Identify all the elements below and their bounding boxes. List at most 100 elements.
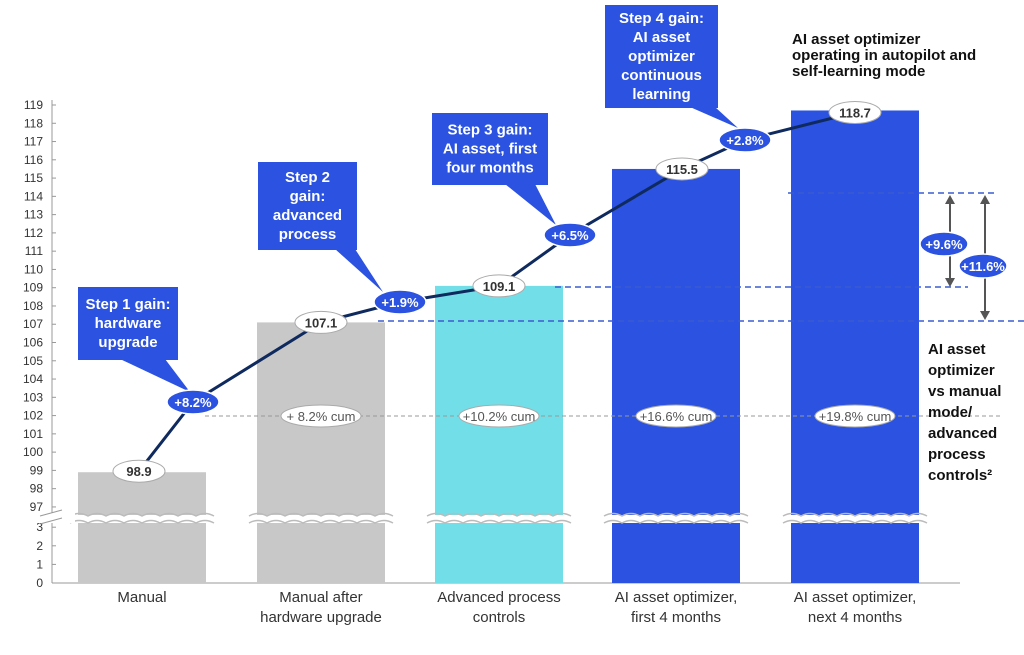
y-tick-label: 99: [30, 463, 44, 477]
cumulative-label: +10.2% cum: [463, 409, 536, 424]
comparison-gain-pill: [958, 253, 1008, 279]
y-tick-label: 108: [23, 299, 43, 313]
callout-text: advanced: [273, 207, 342, 224]
value-label: 109.1: [483, 279, 516, 294]
y-tick-label: 101: [23, 427, 43, 441]
callout-text: Step 4 gain:: [619, 10, 704, 27]
break-zigzag: [603, 519, 749, 524]
callout-text: Step 1 gain:: [85, 296, 170, 313]
callout-text: upgrade: [98, 334, 157, 351]
callout-box: [605, 5, 718, 108]
axis-breaks: [0, 509, 928, 525]
annotation-side: advanced: [928, 425, 997, 442]
y-tick-label: 2: [36, 539, 43, 553]
step-gain-label: +2.8%: [726, 133, 764, 148]
y-tick-label: 97: [30, 500, 44, 514]
callout-box: [432, 113, 548, 185]
annotation-top: operating in autopilot and: [792, 47, 976, 64]
value-label: 115.5: [666, 162, 698, 177]
category-label: Manual: [117, 589, 166, 606]
category-label: AI asset optimizer,: [615, 589, 738, 606]
callout-text: Step 2: [285, 169, 330, 186]
value-label: 107.1: [305, 315, 338, 330]
value-pill: [655, 157, 709, 181]
y-tick-label: 0: [36, 576, 43, 590]
y-tick-label: 100: [23, 445, 43, 459]
arrow-head-down: [980, 311, 990, 320]
break-gap: [783, 515, 927, 523]
annotation-side: process: [928, 446, 986, 463]
callout-text: continuous: [621, 67, 702, 84]
cumulative-label: +19.8% cum: [819, 409, 892, 424]
bar: [435, 285, 563, 583]
step-gain-pill: [718, 127, 772, 153]
category-label: controls: [473, 609, 526, 626]
y-tick-label: 105: [23, 354, 43, 368]
axis-break-gap: [0, 513, 75, 523]
callout-pointer: [505, 184, 556, 225]
break-zigzag: [603, 512, 749, 517]
category-label: AI asset optimizer,: [794, 589, 917, 606]
category-label: Advanced process: [437, 589, 560, 606]
comparison-gain-pill: [919, 231, 969, 257]
y-tick-label: 103: [23, 390, 43, 404]
break-zigzag: [426, 519, 572, 524]
category-label: next 4 months: [808, 609, 902, 626]
y-tick-label: 119: [24, 98, 43, 112]
callout-text: AI asset: [633, 29, 691, 46]
step-gain-pill: [543, 222, 597, 248]
value-label: 118.7: [839, 105, 871, 120]
arrow-head-up: [980, 195, 990, 204]
callout-text: four months: [446, 160, 534, 177]
y-tick-label: 110: [24, 262, 43, 276]
step-gain-label: +8.2%: [174, 395, 212, 410]
annotation-side: AI asset: [928, 341, 986, 358]
cumulative-pill: [458, 404, 540, 428]
callout-text: optimizer: [628, 48, 695, 65]
callout-text: gain:: [290, 188, 326, 205]
cumulative-label: +16.6% cum: [640, 409, 713, 424]
callout-text: AI asset, first: [443, 141, 537, 158]
category-label: hardware upgrade: [260, 609, 382, 626]
break-zigzag: [69, 519, 215, 524]
callout-text: process: [279, 226, 337, 243]
value-pill: [294, 310, 348, 334]
bars: [78, 110, 919, 583]
y-tick-label: 112: [24, 226, 43, 240]
y-tick-label: 111: [25, 244, 44, 258]
break-gap: [249, 515, 393, 523]
comparison-gain-label: +9.6%: [925, 237, 963, 252]
y-tick-label: 109: [23, 281, 43, 295]
cumulative-pill: [635, 404, 717, 428]
callout-pointer: [120, 359, 190, 392]
y-tick-label: 115: [24, 171, 43, 185]
cumulative-pill: [280, 404, 362, 428]
annotation-side: optimizer: [928, 362, 995, 379]
axis-break-mark: [39, 509, 63, 517]
y-tick-label: 113: [24, 208, 43, 222]
category-label: first 4 months: [631, 609, 721, 626]
cumulative-label: + 8.2% cum: [286, 409, 355, 424]
annotation-top: self-learning mode: [792, 63, 925, 80]
annotation-side: vs manual: [928, 383, 1001, 400]
y-tick-label: 106: [23, 336, 43, 350]
cumulative-pill: [814, 404, 896, 428]
y-tick-label: 102: [23, 409, 43, 423]
callout-box: [258, 162, 357, 250]
axis-break-mark: [39, 517, 63, 525]
step-gain-label: +6.5%: [551, 228, 589, 243]
step-gain-pill: [166, 389, 220, 415]
break-gap: [427, 515, 571, 523]
annotation-side: mode/: [928, 404, 973, 421]
callout-text: Step 3 gain:: [447, 122, 532, 139]
comparison-gain-label: +11.6%: [961, 259, 1005, 274]
callout-pointer: [690, 107, 738, 128]
y-tick-label: 118: [24, 116, 43, 130]
y-tick-label: 3: [36, 520, 43, 534]
bar: [257, 322, 385, 583]
break-zigzag: [782, 519, 928, 524]
y-tick-label: 104: [23, 372, 43, 386]
break-zigzag: [782, 512, 928, 517]
annotation-side: controls²: [928, 467, 992, 484]
